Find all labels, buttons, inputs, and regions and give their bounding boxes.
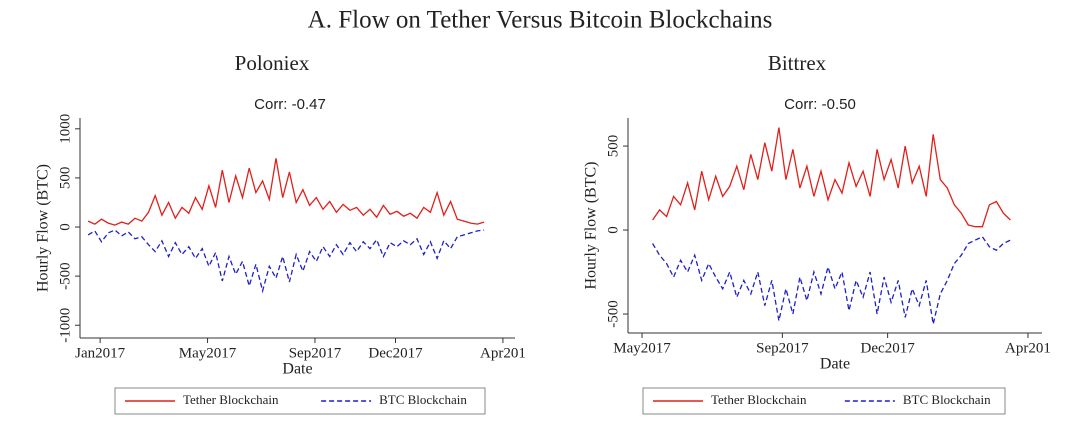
y-tick-label: -500 <box>605 300 621 328</box>
x-axis-title: Date <box>820 356 850 373</box>
series-line <box>87 229 485 294</box>
y-axis-title: Hourly Flow (BTC) <box>35 164 52 292</box>
x-tick-label: Apr201 <box>480 345 526 361</box>
x-tick-label: Sep2017 <box>756 340 809 356</box>
legend-label: Tether Blockchain <box>711 392 807 407</box>
legend-box <box>114 387 486 415</box>
panel-subtitle: Corr: -0.47 <box>254 96 326 113</box>
series-line <box>652 127 1011 228</box>
legend-label: BTC Blockchain <box>379 392 467 407</box>
y-tick-label: -1000 <box>57 308 73 343</box>
legend-label: Tether Blockchain <box>183 392 279 407</box>
x-tick-label: Jan2017 <box>75 345 125 361</box>
x-tick-label: May2017 <box>613 340 671 356</box>
y-axis-title: Hourly Flow (BTC) <box>583 162 600 290</box>
x-tick-label: Dec2017 <box>368 345 423 361</box>
x-tick-label: Dec2017 <box>861 340 916 356</box>
y-tick-label: 0 <box>605 226 621 234</box>
figure-title: A. Flow on Tether Versus Bitcoin Blockch… <box>308 7 773 34</box>
series-line <box>87 158 485 226</box>
y-tick-label: 0 <box>57 223 73 231</box>
panel-title: Poloniex <box>235 51 310 75</box>
x-tick-label: May2017 <box>179 345 237 361</box>
y-tick-label: 500 <box>57 167 73 190</box>
x-axis-title: Date <box>282 361 312 378</box>
panel-title: Bittrex <box>768 51 827 75</box>
y-tick-label: -500 <box>57 262 73 290</box>
legend-box <box>642 387 1006 415</box>
x-tick-label: Sep2017 <box>289 345 342 361</box>
panel-subtitle: Corr: -0.50 <box>784 96 856 113</box>
y-tick-label: 1000 <box>57 114 73 144</box>
y-tick-label: 500 <box>605 135 621 158</box>
series-line <box>652 235 1011 325</box>
x-tick-label: Apr201 <box>1005 340 1051 356</box>
legend-label: BTC Blockchain <box>903 392 991 407</box>
